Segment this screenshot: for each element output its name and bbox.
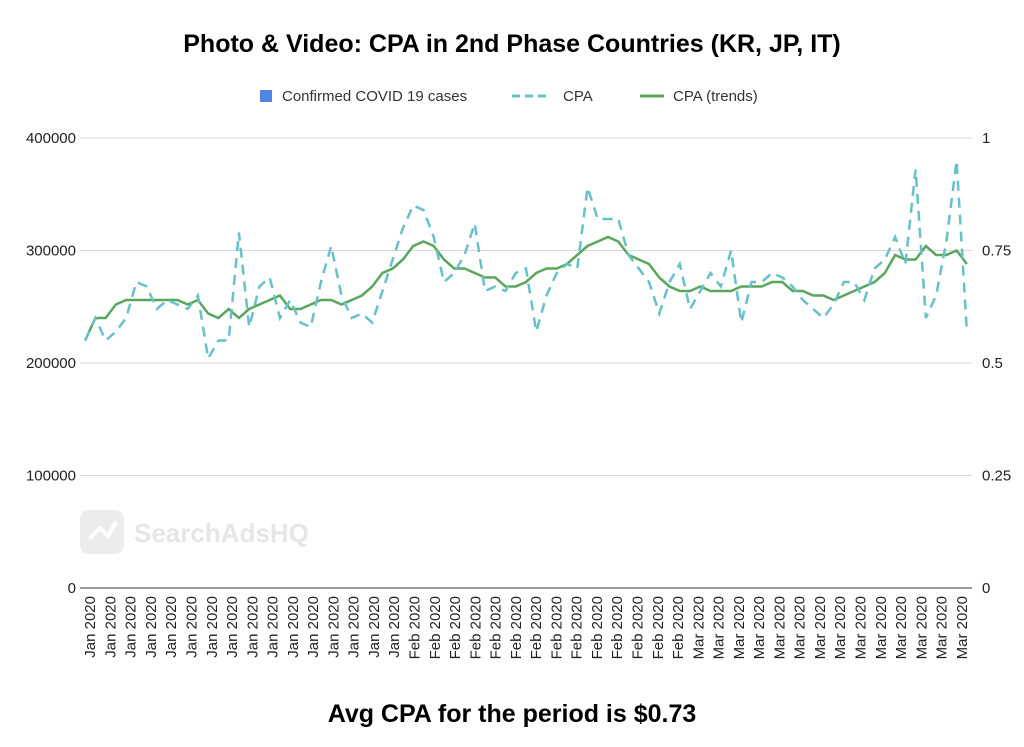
- x-tick-label: Feb 2020: [508, 596, 525, 659]
- x-tick-label: Mar 2020: [873, 596, 890, 659]
- left-tick-label: 400000: [26, 130, 76, 147]
- legend-swatch-bars: [260, 90, 272, 102]
- x-tick-label: Mar 2020: [690, 596, 707, 659]
- x-tick-label: Feb 2020: [488, 596, 505, 659]
- x-tick-label: Jan 2020: [82, 596, 99, 658]
- chart-title: Photo & Video: CPA in 2nd Phase Countrie…: [183, 30, 841, 58]
- left-tick-label: 0: [68, 580, 76, 597]
- x-tick-label: Jan 2020: [184, 596, 201, 658]
- x-tick-label: Mar 2020: [771, 596, 788, 659]
- gridlines: [80, 137, 972, 589]
- x-tick-label: Feb 2020: [467, 596, 484, 659]
- x-tick-label: Jan 2020: [102, 596, 119, 658]
- x-tick-label: Jan 2020: [123, 596, 140, 658]
- footer-note: Avg CPA for the period is $0.73: [327, 700, 697, 728]
- x-tick-label: Feb 2020: [528, 596, 545, 659]
- x-tick-label: Feb 2020: [630, 596, 647, 659]
- x-tick-label: Jan 2020: [224, 596, 241, 658]
- legend-label-cpa: CPA: [563, 88, 593, 105]
- x-tick-label: Jan 2020: [204, 596, 221, 658]
- chart-logo-line: [88, 521, 118, 540]
- right-tick-label: 0.25: [982, 468, 1011, 485]
- x-tick-label: Mar 2020: [893, 596, 910, 659]
- x-tick-label: Jan 2020: [163, 596, 180, 658]
- x-tick-label: Mar 2020: [751, 596, 768, 659]
- x-tick-label: Mar 2020: [913, 596, 930, 659]
- watermark: SearchAdsHQ: [80, 510, 309, 554]
- x-tick-label: Jan 2020: [366, 596, 383, 658]
- x-tick-label: Jan 2020: [244, 596, 261, 658]
- x-tick-label: Jan 2020: [346, 596, 363, 658]
- right-tick-label: 0: [982, 580, 990, 597]
- right-tick-label: 0.75: [982, 243, 1011, 260]
- watermark-text: SearchAdsHQ: [134, 518, 309, 548]
- x-tick-label: Mar 2020: [812, 596, 829, 659]
- trend-line: [83, 235, 968, 342]
- x-tick-label: Feb 2020: [407, 596, 424, 659]
- x-tick-label: Mar 2020: [954, 596, 971, 659]
- left-axis: 0 100000 200000 300000 400000: [26, 130, 76, 597]
- x-tick-label: Feb 2020: [447, 596, 464, 659]
- x-tick-label: Mar 2020: [711, 596, 728, 659]
- x-tick-label: Jan 2020: [325, 596, 342, 658]
- x-tick-label: Jan 2020: [285, 596, 302, 658]
- x-tick-label: Feb 2020: [589, 596, 606, 659]
- x-tick-label: Jan 2020: [305, 596, 322, 658]
- cpa-line: [83, 160, 969, 363]
- x-tick-label: Mar 2020: [792, 596, 809, 659]
- x-tick-label: Feb 2020: [569, 596, 586, 659]
- legend-label-bars: Confirmed COVID 19 cases: [282, 88, 467, 105]
- right-axis: 0 0.25 0.5 0.75 1: [982, 130, 1011, 597]
- right-tick-label: 1: [982, 130, 990, 147]
- left-tick-label: 200000: [26, 355, 76, 372]
- x-tick-label: Feb 2020: [609, 596, 626, 659]
- legend: Confirmed COVID 19 cases CPA CPA (trends…: [260, 88, 758, 105]
- x-tick-label: Mar 2020: [934, 596, 951, 659]
- x-tick-label: Jan 2020: [265, 596, 282, 658]
- left-tick-label: 100000: [26, 468, 76, 485]
- x-tick-label: Feb 2020: [548, 596, 565, 659]
- x-tick-label: Mar 2020: [731, 596, 748, 659]
- x-tick-label: Mar 2020: [832, 596, 849, 659]
- x-tick-label: Feb 2020: [427, 596, 444, 659]
- x-tick-label: Jan 2020: [143, 596, 160, 658]
- legend-label-trend: CPA (trends): [673, 88, 758, 105]
- x-tick-label: Feb 2020: [670, 596, 687, 659]
- x-tick-label: Mar 2020: [853, 596, 870, 659]
- x-tick-label: Feb 2020: [650, 596, 667, 659]
- x-axis: Jan 2020 Jan 2020 Jan 2020 Jan 2020 Jan 2020…: [82, 596, 971, 659]
- left-tick-label: 300000: [26, 243, 76, 260]
- x-tick-label: Jan 2020: [386, 596, 403, 658]
- right-tick-label: 0.5: [982, 355, 1003, 372]
